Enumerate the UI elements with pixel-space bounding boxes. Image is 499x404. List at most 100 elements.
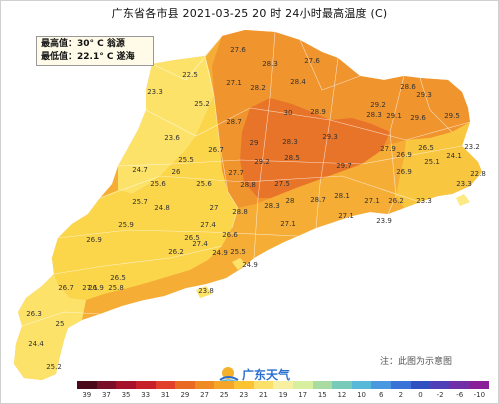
station-value: 25.2: [46, 363, 62, 371]
station-value: 29.2: [370, 101, 386, 109]
station-value: 28.8: [240, 181, 256, 189]
station-value: 24.9: [212, 249, 228, 257]
scale-swatch: [449, 381, 470, 389]
island-2: [196, 286, 212, 298]
scale-label: 2: [398, 391, 404, 399]
scale-label: -6: [456, 391, 464, 399]
station-value: 29.3: [322, 133, 338, 141]
station-value: 27.7: [228, 169, 244, 177]
scale-label: 25: [219, 391, 229, 399]
station-value: 28.1: [334, 192, 350, 200]
scale-swatch: [116, 381, 136, 389]
station-value: 29.5: [444, 112, 460, 120]
scale-swatch: [351, 381, 372, 389]
station-value: 24.4: [28, 340, 44, 348]
station-value: 29: [250, 139, 259, 147]
station-value: 22.8: [470, 170, 486, 178]
scale-swatch: [214, 381, 234, 389]
scale-swatch: [273, 381, 293, 389]
station-value: 27.1: [280, 220, 296, 228]
island-3: [456, 194, 470, 206]
scale-swatch: [96, 381, 117, 389]
min-place: 遂海: [116, 52, 135, 62]
min-label: 最低值：: [41, 52, 78, 62]
color-scale-bar: [77, 381, 490, 389]
station-value: 25: [56, 320, 65, 328]
station-value: 23.3: [456, 180, 472, 188]
scale-label: 39: [82, 391, 92, 399]
station-value: 26.6: [222, 231, 238, 239]
station-value: 27.1: [82, 284, 98, 292]
station-value: 28.7: [310, 196, 326, 204]
region-west: [52, 96, 238, 300]
station-value: 29.3: [416, 91, 432, 99]
map-title: 广东省各市县 2021-03-25 20 时 24小时最高温度 (C): [111, 7, 388, 20]
station-value: 28.3: [366, 111, 382, 119]
station-value: 29.1: [386, 112, 402, 120]
station-value: 26.9: [396, 168, 412, 176]
scale-swatch: [175, 381, 195, 389]
scale-label: 33: [141, 391, 151, 399]
scale-label: 29: [180, 391, 190, 399]
station-value: 26.5: [110, 274, 126, 282]
station-value: 27.1: [226, 79, 242, 87]
station-value: 28.3: [262, 60, 278, 68]
scale-swatch: [292, 381, 313, 389]
station-value: 27.5: [274, 180, 290, 188]
scale-label: 19: [278, 391, 288, 399]
station-value: 28.3: [264, 202, 280, 210]
scale-swatch: [469, 381, 490, 389]
scale-swatch: [253, 381, 274, 389]
station-value: 29.2: [254, 158, 270, 166]
station-value: 26.5: [184, 234, 200, 242]
scale-swatch: [371, 381, 391, 389]
station-value: 28.8: [232, 208, 248, 216]
region-south-coast: [144, 150, 404, 300]
scale-label: 35: [121, 391, 131, 399]
color-scale-labels: 39 37 35 33 31 29 27 25 23 21 19 17 15 12 10 6 2 0 -2 -6 -10: [77, 391, 489, 399]
station-value: 28.4: [290, 78, 306, 86]
scale-swatch: [135, 381, 156, 389]
station-value: 26.2: [388, 197, 404, 205]
region-northwest: [118, 56, 214, 194]
scale-label: 0: [418, 391, 423, 399]
scale-label: 15: [317, 391, 327, 399]
station-value: 23.3: [147, 88, 163, 96]
station-value: 25.6: [150, 180, 166, 188]
station-value: 28.7: [226, 118, 242, 126]
logo-text: 广东天气: [242, 368, 291, 382]
disclaimer-note: 注：此图为示意图: [380, 357, 453, 367]
stats-box: 最高值：30° C 翁源 最低值：22.1° C 遂海: [36, 36, 154, 66]
station-value: 25.8: [108, 284, 124, 292]
scale-label: 27: [200, 391, 210, 399]
scale-swatch: [410, 381, 431, 389]
station-value: 28.2: [250, 84, 266, 92]
station-value: 23.2: [464, 143, 480, 151]
station-value: 24.7: [132, 166, 148, 174]
min-value: 22.1° C: [77, 52, 114, 62]
scale-swatch: [77, 381, 97, 389]
station-value: 27: [210, 204, 219, 212]
max-value: 30° C: [77, 39, 104, 49]
station-value: 28.9: [310, 108, 326, 116]
scale-label: 37: [101, 391, 111, 399]
station-values: 27.6 22.5 28.3 27.6 23.3 27.1 28.4 28.6 25.2 28.2…: [26, 46, 486, 371]
temperature-regions: [14, 30, 482, 380]
region-core: [240, 98, 390, 198]
station-value: 26.5: [418, 144, 434, 152]
scale-swatch: [430, 381, 450, 389]
station-value: 28: [286, 197, 295, 205]
station-value: 27.4: [192, 240, 208, 248]
station-value: 27.1: [364, 197, 380, 205]
station-value: 26.9: [88, 284, 104, 292]
station-value: 26.7: [208, 146, 224, 154]
scale-swatch: [332, 381, 352, 389]
station-value: 26.2: [168, 248, 184, 256]
station-value: 27.6: [304, 57, 320, 65]
station-value: 25.2: [194, 100, 210, 108]
station-value: 27.6: [230, 46, 246, 54]
scale-label: 12: [337, 391, 347, 399]
station-value: 23.8: [198, 287, 214, 295]
region-east-coast: [396, 122, 482, 208]
